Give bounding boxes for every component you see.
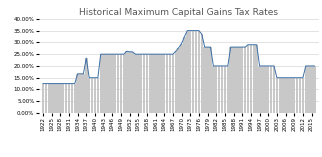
Bar [270,66,272,113]
Bar [71,84,73,113]
Bar [201,34,203,113]
Bar [177,48,180,113]
Bar [258,66,261,113]
Bar [99,54,102,113]
Bar [48,84,50,113]
Bar [105,54,108,113]
Bar [235,47,238,113]
Bar [299,78,301,113]
Bar [209,47,212,113]
Bar [51,84,53,113]
Bar [97,78,99,113]
Bar [224,66,226,113]
Bar [137,54,139,113]
Bar [108,54,111,113]
Bar [250,45,252,113]
Bar [206,47,209,113]
Bar [302,78,304,113]
Bar [73,84,76,113]
Bar [186,31,189,113]
Title: Historical Maximum Capital Gains Tax Rates: Historical Maximum Capital Gains Tax Rat… [79,8,278,17]
Bar [146,54,148,113]
Bar [94,78,96,113]
Bar [42,84,44,113]
Bar [157,54,160,113]
Bar [238,47,241,113]
Bar [227,66,229,113]
Bar [241,47,243,113]
Bar [134,54,137,113]
Bar [264,66,267,113]
Bar [287,78,290,113]
Bar [305,66,307,113]
Bar [154,54,157,113]
Bar [290,78,293,113]
Bar [255,45,258,113]
Bar [293,78,296,113]
Bar [111,54,114,113]
Bar [175,51,177,113]
Bar [192,31,194,113]
Bar [204,47,206,113]
Bar [276,78,278,113]
Bar [117,54,119,113]
Bar [310,66,313,113]
Bar [296,78,298,113]
Bar [221,66,223,113]
Bar [151,54,154,113]
Bar [140,54,142,113]
Bar [45,84,47,113]
Bar [131,52,134,113]
Bar [65,84,67,113]
Bar [212,66,214,113]
Bar [183,36,186,113]
Bar [128,52,131,113]
Bar [308,66,310,113]
Bar [143,54,145,113]
Bar [68,84,70,113]
Bar [85,58,88,113]
Bar [252,45,255,113]
Bar [247,45,249,113]
Bar [163,54,166,113]
Bar [76,74,79,113]
Bar [284,78,287,113]
Bar [59,84,62,113]
Bar [123,54,125,113]
Bar [244,47,246,113]
Bar [230,47,232,113]
Bar [169,54,171,113]
Bar [160,54,163,113]
Bar [232,47,235,113]
Bar [218,66,220,113]
Bar [82,74,85,113]
Bar [166,54,168,113]
Bar [88,78,90,113]
Bar [56,84,59,113]
Bar [126,51,128,113]
Bar [91,78,93,113]
Bar [195,31,197,113]
Bar [198,31,200,113]
Bar [102,54,105,113]
Bar [120,54,122,113]
Bar [148,54,151,113]
Bar [279,78,281,113]
Bar [261,66,264,113]
Bar [180,44,183,113]
Bar [267,66,270,113]
Bar [79,74,82,113]
Bar [62,84,64,113]
Bar [189,31,192,113]
Bar [53,84,56,113]
Bar [313,66,316,113]
Bar [215,66,217,113]
Bar [281,78,284,113]
Bar [172,54,174,113]
Bar [273,66,275,113]
Bar [114,54,116,113]
